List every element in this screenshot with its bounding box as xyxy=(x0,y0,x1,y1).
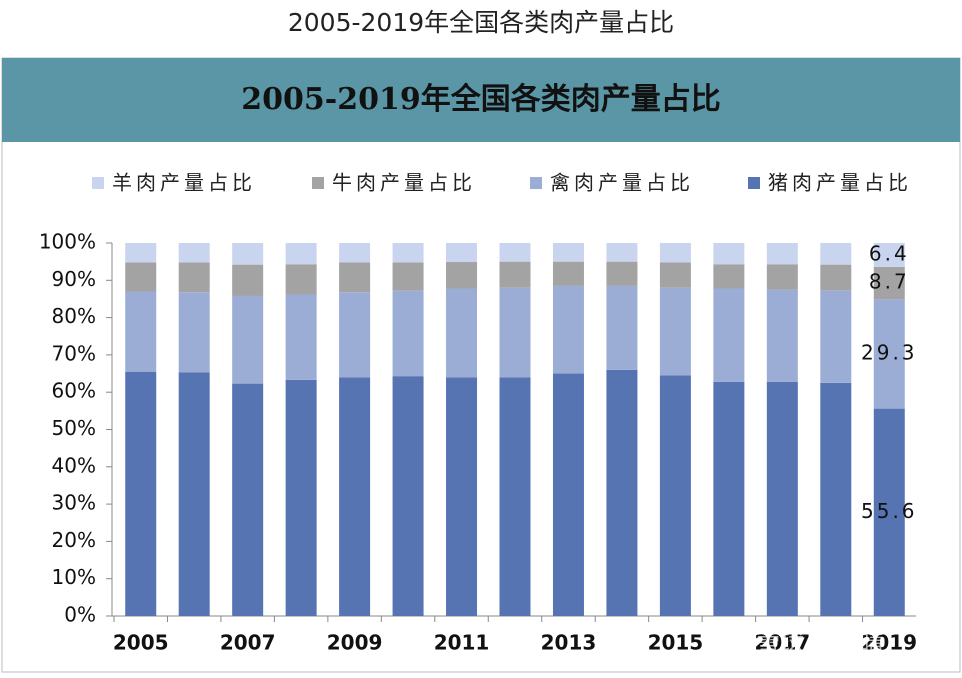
legend-swatch xyxy=(530,177,542,189)
bar-segment xyxy=(820,290,852,383)
legend-label: 禽肉产量占比 xyxy=(550,171,694,195)
legend-swatch xyxy=(92,177,104,189)
y-tick-label: 0% xyxy=(64,603,96,627)
x-tick-label: 2011 xyxy=(434,631,490,655)
bar-segment xyxy=(499,287,531,378)
bar-segment xyxy=(766,289,798,382)
y-tick-label: 10% xyxy=(52,565,96,589)
bar-segment xyxy=(499,243,531,262)
bar-segment xyxy=(339,243,371,263)
bar-segment xyxy=(873,299,905,409)
y-tick-label: 40% xyxy=(52,453,96,477)
bar-segment xyxy=(339,262,371,293)
bar-segment xyxy=(552,373,584,616)
watermark: 雪球 马牧晴 xyxy=(756,630,884,658)
legend-swatch xyxy=(312,177,324,189)
x-tick-label: 2017 xyxy=(754,631,810,655)
bar-segment xyxy=(125,371,157,616)
bar-segment xyxy=(339,292,371,378)
bar-segment xyxy=(285,294,317,380)
bar-segment xyxy=(499,377,531,616)
bar-segment xyxy=(392,376,424,616)
bar-segment xyxy=(873,243,905,267)
bar-segment xyxy=(606,243,638,262)
bar-segment xyxy=(659,243,691,263)
bar-segment xyxy=(446,288,478,378)
bar-segment xyxy=(552,285,584,374)
bar-segment xyxy=(713,243,745,265)
bar-segment xyxy=(285,243,317,265)
bar-segment xyxy=(392,262,424,291)
data-label: 29.3 xyxy=(861,340,918,364)
bar-segment xyxy=(285,264,317,295)
y-tick-label: 30% xyxy=(52,491,96,515)
bar-segment xyxy=(552,261,584,286)
x-tick-label: 2013 xyxy=(541,631,597,655)
bar-segment xyxy=(766,243,798,265)
page-title: 2005-2019年全国各类肉产量占比 xyxy=(288,8,674,37)
bar-segment xyxy=(820,264,852,291)
data-label: 6.4 xyxy=(869,241,910,265)
banner xyxy=(2,58,960,142)
y-tick-label: 90% xyxy=(52,267,96,291)
bar-segment xyxy=(606,261,638,286)
bar-segment xyxy=(820,382,852,616)
x-tick-label: 2007 xyxy=(220,631,276,655)
x-tick-label: 2019 xyxy=(861,631,917,655)
bar-segment xyxy=(552,243,584,262)
bar-segment xyxy=(232,383,264,616)
bar-segment xyxy=(446,377,478,616)
bar-segment xyxy=(339,377,371,616)
y-tick-label: 20% xyxy=(52,528,96,552)
legend-swatch xyxy=(748,177,760,189)
bar-segment xyxy=(499,261,531,288)
bar-segment xyxy=(766,264,798,290)
bar-segment xyxy=(446,262,478,289)
bar-segment xyxy=(178,372,210,616)
legend-label: 猪肉产量占比 xyxy=(768,171,912,195)
bar-segment xyxy=(659,287,691,376)
bar-segment xyxy=(873,408,905,616)
x-tick-label: 2009 xyxy=(327,631,383,655)
bar-segment xyxy=(392,243,424,263)
bar-segment xyxy=(766,381,798,616)
y-tick-label: 80% xyxy=(52,304,96,328)
data-label: 55.6 xyxy=(861,499,918,523)
data-label: 8.7 xyxy=(869,270,910,294)
bar-segment xyxy=(285,379,317,616)
bar-segment xyxy=(713,381,745,616)
bar-segment xyxy=(606,369,638,616)
legend-label: 牛肉产量占比 xyxy=(332,171,476,195)
bar-segment xyxy=(606,285,638,370)
bar-segment xyxy=(713,288,745,382)
y-tick-label: 60% xyxy=(52,379,96,403)
y-tick-label: 70% xyxy=(52,341,96,365)
bar-segment xyxy=(125,262,157,292)
bar-segment xyxy=(820,243,852,265)
frame xyxy=(1,57,961,673)
banner-title: 2005-2019年全国各类肉产量占比 xyxy=(241,82,720,117)
bar-segment xyxy=(873,266,905,300)
y-tick-label: 50% xyxy=(52,416,96,440)
bar-segment xyxy=(178,243,210,263)
bar-segment xyxy=(125,291,157,372)
bar-segment xyxy=(178,292,210,373)
x-tick-label: 2005 xyxy=(113,631,169,655)
bar-segment xyxy=(446,243,478,263)
bar-segment xyxy=(125,243,157,263)
y-tick-label: 100% xyxy=(39,230,96,254)
bar-segment xyxy=(659,262,691,288)
bar-segment xyxy=(713,264,745,289)
bar-segment xyxy=(232,295,264,384)
bar-segment xyxy=(232,243,264,265)
bar-segment xyxy=(178,262,210,293)
bar-segment xyxy=(392,290,424,377)
x-tick-label: 2015 xyxy=(648,631,704,655)
legend-label: 羊肉产量占比 xyxy=(112,171,256,195)
bar-segment xyxy=(232,264,264,296)
bar-segment xyxy=(659,375,691,616)
